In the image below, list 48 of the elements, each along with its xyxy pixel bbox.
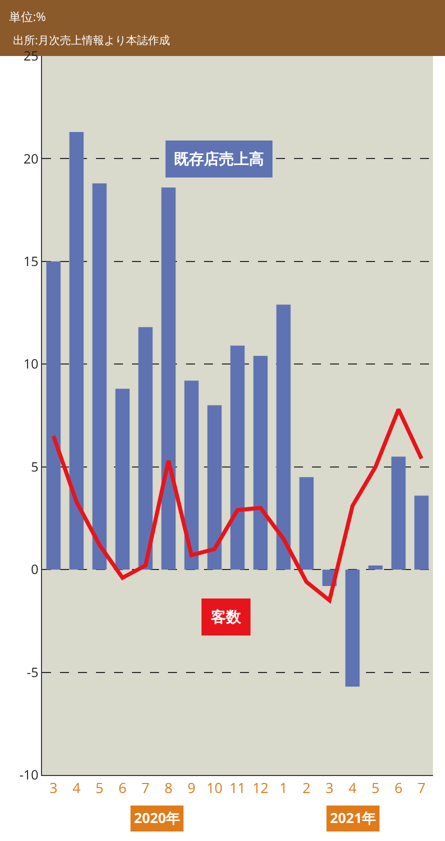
line-series <box>52 407 424 602</box>
bar <box>391 456 406 570</box>
x-tick-label: 6 <box>394 778 403 798</box>
x-tick-label: 3 <box>325 778 334 798</box>
bar <box>368 565 383 570</box>
text: 2021年 <box>330 809 376 828</box>
y-tick-label: -10 <box>19 766 38 784</box>
bar <box>184 380 199 570</box>
x-tick-label: 6 <box>118 778 127 798</box>
bar <box>138 327 153 570</box>
text: 出所:月次売上情報より本誌作成 <box>13 33 170 48</box>
x-tick-label: 5 <box>371 778 380 798</box>
x-tick-label: 5 <box>95 778 104 798</box>
bar <box>161 187 176 570</box>
bar <box>69 132 84 570</box>
x-tick-label: 11 <box>229 778 246 798</box>
bar <box>207 405 222 570</box>
y-tick-label: 10 <box>24 354 38 373</box>
bar <box>299 477 314 570</box>
x-tick-label: 2 <box>302 778 311 798</box>
series-label: 既存店売上高 <box>174 149 264 169</box>
bar <box>414 496 429 570</box>
y-tick-label: 15 <box>24 252 38 270</box>
bar <box>230 346 245 570</box>
x-tick-label: 8 <box>164 778 173 798</box>
bar <box>46 261 61 570</box>
bar <box>115 388 130 570</box>
y-tick-label: -5 <box>26 662 38 681</box>
bar <box>345 570 360 687</box>
y-tick-label: 0 <box>30 560 38 578</box>
text: 客数 <box>210 607 242 627</box>
bar <box>92 183 107 570</box>
chart-subtitle: 単位:% <box>8 8 46 26</box>
x-tick-label: 7 <box>417 778 426 798</box>
y-tick-label: 5 <box>30 457 38 476</box>
x-tick-label: 4 <box>72 778 81 798</box>
x-tick-label: 10 <box>206 778 223 798</box>
bar <box>253 356 268 570</box>
x-tick-label: 7 <box>141 778 150 798</box>
x-tick-label: 1 <box>279 778 288 798</box>
x-tick-label: 3 <box>49 778 58 798</box>
y-tick-label: 20 <box>24 149 38 168</box>
x-tick-label: 12 <box>252 778 269 798</box>
text: 2020年 <box>134 809 180 828</box>
y-tick-label: 25 <box>24 46 38 65</box>
bar <box>276 304 291 570</box>
x-tick-label: 9 <box>187 778 196 798</box>
x-tick-label: 4 <box>348 778 357 798</box>
